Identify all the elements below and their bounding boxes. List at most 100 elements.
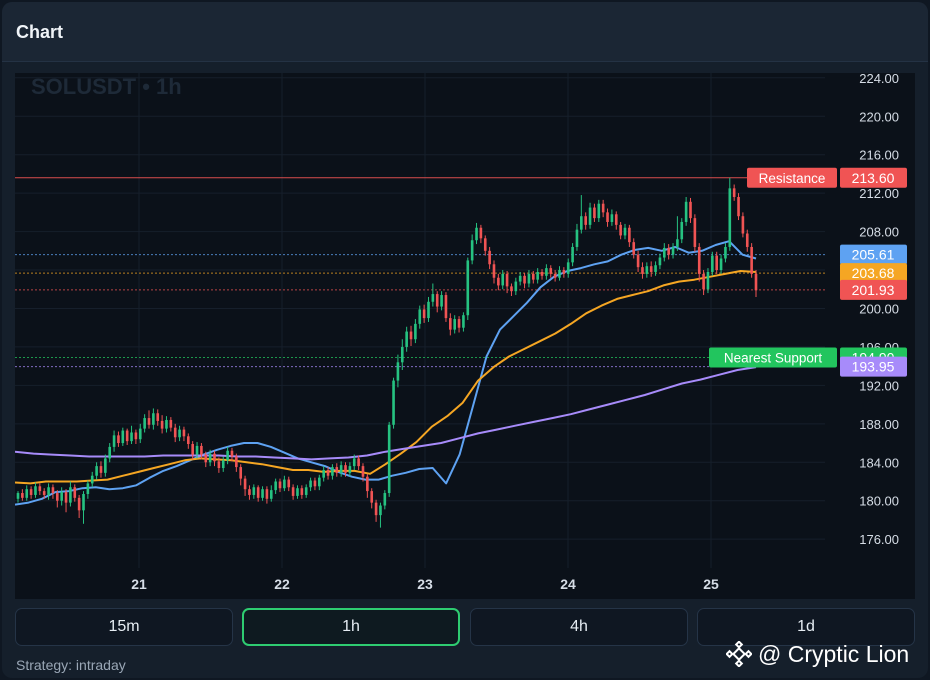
candle-body (715, 255, 719, 271)
candle-body (558, 270, 561, 278)
candle-body (309, 480, 312, 488)
y-axis: 224.00220.00216.00212.00208.00204.00200.… (859, 73, 899, 547)
candle-body (313, 480, 317, 487)
candle-body (55, 493, 59, 501)
candle-body (628, 227, 631, 243)
candle-body (645, 266, 649, 274)
candle-body (575, 229, 579, 247)
timeframe-15m-button[interactable]: 15m (15, 608, 233, 646)
x-tick-label: 21 (131, 576, 147, 592)
candle-body (400, 346, 404, 363)
candle-body (623, 227, 627, 236)
candle-body (156, 413, 160, 421)
candle-body (676, 239, 679, 247)
candle-body (296, 488, 299, 496)
candle-body (562, 270, 566, 274)
candle-body (418, 309, 422, 324)
y-tick-label: 176.00 (859, 532, 899, 547)
x-axis: 21 22 23 24 25 (131, 576, 719, 592)
candle-body (693, 218, 697, 247)
candle-body (470, 240, 474, 261)
candle-body (60, 492, 63, 501)
candle-body (16, 493, 20, 499)
candle-body (326, 469, 330, 476)
candle-body (702, 273, 705, 290)
candle-body (64, 492, 68, 503)
candle-body (435, 294, 439, 307)
candle-body (745, 233, 749, 247)
candle-body (492, 264, 496, 278)
candle-body (77, 497, 81, 511)
y-tick-label: 212.00 (859, 186, 899, 201)
candle-body (658, 257, 662, 266)
x-tick-label: 23 (417, 576, 433, 592)
candle-body (186, 436, 190, 445)
timeframe-4h-button[interactable]: 4h (470, 608, 688, 646)
candle-body (335, 467, 339, 473)
candle-body (221, 460, 225, 469)
candle-body (117, 435, 120, 444)
candle-body (732, 188, 736, 197)
candle-body (597, 203, 601, 219)
candle-body (523, 275, 526, 284)
candle-body (291, 487, 295, 496)
candle-body (689, 201, 692, 219)
candle-body (99, 466, 103, 473)
candle-body (728, 188, 732, 247)
panel-title: Chart (16, 22, 64, 42)
candle-body (649, 266, 653, 272)
binance-diamond-icon (726, 641, 752, 667)
timeframe-1h-button[interactable]: 1h (242, 608, 460, 646)
candle-body (510, 286, 513, 292)
watermark: @ Cryptic Lion (726, 640, 909, 668)
candle-body (366, 476, 369, 492)
moving-average-line (15, 270, 757, 485)
level-value-box (840, 263, 907, 284)
candle-body (719, 258, 723, 271)
candle-body (706, 271, 710, 290)
candle-body (348, 466, 352, 473)
level-label: 201.93 (840, 279, 907, 300)
candle-body (405, 331, 408, 347)
candle-body (431, 294, 435, 302)
level-name-box (709, 347, 837, 368)
candle-body (636, 254, 640, 268)
y-tick-label: 224.00 (859, 73, 899, 86)
candle-body (414, 323, 417, 340)
candle-body (125, 430, 129, 442)
candle-body (42, 491, 46, 495)
candle-body (536, 271, 539, 280)
y-tick-label: 208.00 (859, 225, 899, 240)
candle-body (549, 268, 553, 274)
candle-body (518, 275, 522, 282)
candle-body (138, 428, 142, 440)
candle-body (737, 196, 740, 217)
level-label: 193.95 (840, 356, 907, 377)
candle-body (514, 281, 518, 292)
y-tick-label: 216.00 (859, 148, 899, 163)
chart-svg[interactable]: SOLUSDT • 1h 224.00 220.00 216.00 212.00 208… (15, 73, 915, 599)
candle-body (121, 430, 125, 444)
candle-body (505, 273, 509, 287)
y-tick-label: 220.00 (859, 109, 899, 124)
candle-body (527, 273, 531, 284)
level-value: 193.95 (852, 359, 895, 375)
candle-body (112, 435, 116, 447)
candle-body (361, 466, 365, 477)
candle-body (614, 214, 618, 225)
candle-body (462, 315, 465, 328)
candle-body (601, 203, 605, 213)
price-axis (825, 73, 915, 568)
candle-body (269, 490, 273, 499)
moving-average-line (15, 366, 757, 461)
grid-layer (15, 73, 825, 568)
level-value: 205.61 (852, 247, 895, 263)
candle-body (178, 429, 181, 438)
candle-body (38, 486, 42, 492)
price-chart[interactable]: SOLUSDT • 1h 224.00 220.00 216.00 212.00 208… (15, 73, 915, 599)
candle-body (69, 487, 72, 503)
candle-body (134, 432, 138, 440)
timeframe-1d-button[interactable]: 1d (697, 608, 915, 646)
x-tick-label: 24 (560, 576, 576, 592)
y-tick-label: 192.00 (859, 378, 899, 393)
